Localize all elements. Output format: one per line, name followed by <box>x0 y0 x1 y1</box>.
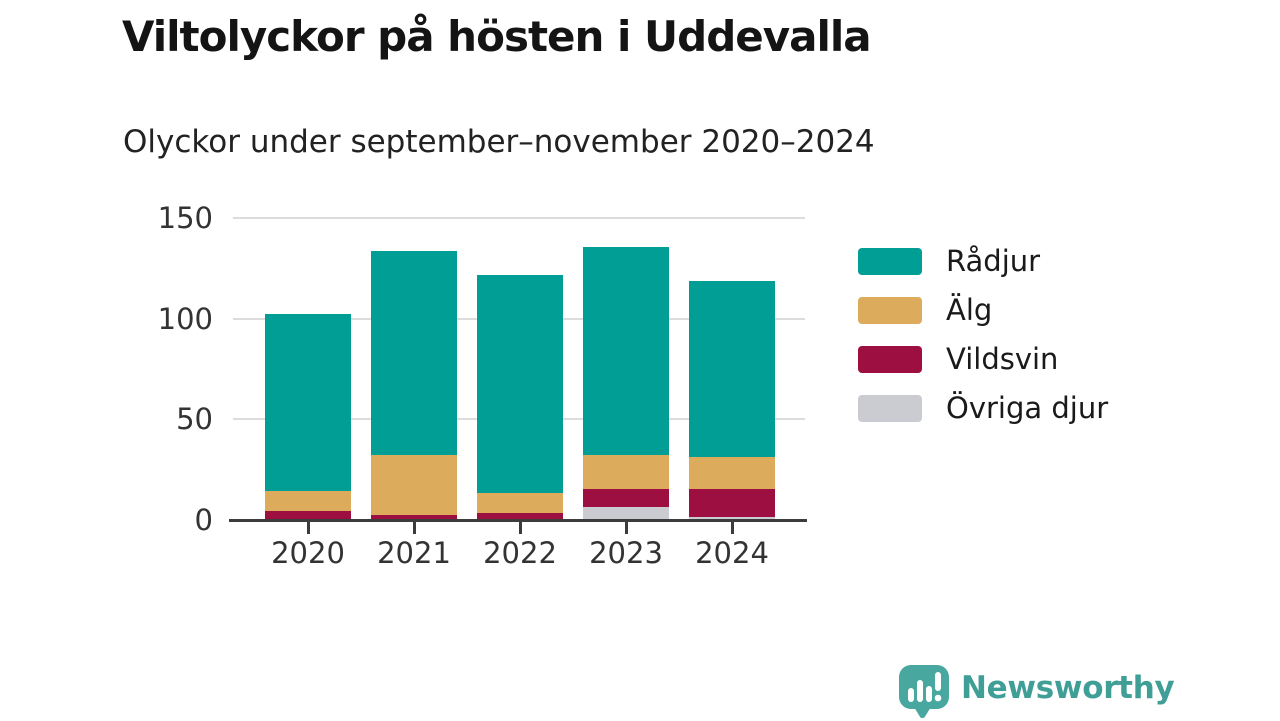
bar-segment-2020-Vildsvin <box>265 510 351 519</box>
bar-segment-2023-Övriga djur <box>583 506 669 519</box>
y-tick-label: 0 <box>194 503 213 537</box>
bar-segment-2024-Älg <box>689 456 775 489</box>
bar-segment-2024-Rådjur <box>689 281 775 457</box>
chart-subtitle: Olyckor under september–november 2020–20… <box>123 124 875 160</box>
page-title: Viltolyckor på hösten i Uddevalla <box>122 12 872 61</box>
x-axis-tick <box>624 522 628 534</box>
x-tick-label: 2020 <box>271 536 345 570</box>
x-axis-tick <box>306 522 310 534</box>
bar-segment-2020-Älg <box>265 490 351 511</box>
bar-segment-2023-Älg <box>583 454 669 489</box>
x-tick-label: 2022 <box>483 536 557 570</box>
bar-segment-2024-Vildsvin <box>689 488 775 517</box>
brand-footer: Newsworthy <box>897 663 1175 721</box>
legend-item-Rådjur: Rådjur <box>858 244 1108 278</box>
legend-label: Älg <box>946 293 993 327</box>
legend-swatch <box>858 247 922 275</box>
legend-swatch <box>858 394 922 422</box>
x-tick-label: 2023 <box>589 536 663 570</box>
bar-segment-2021-Vildsvin <box>371 514 457 519</box>
bar-segment-2023-Vildsvin <box>583 488 669 507</box>
chart-plot-area <box>233 217 805 519</box>
bar-segment-2021-Rådjur <box>371 251 457 455</box>
bar-segment-2020-Rådjur <box>265 313 351 491</box>
y-tick-label: 100 <box>157 301 213 336</box>
x-axis-tick <box>518 522 522 534</box>
bar-segment-2024-Övriga djur <box>689 516 775 519</box>
brand-wordmark: Newsworthy <box>961 670 1175 706</box>
bar-segment-2022-Älg <box>477 492 563 513</box>
x-tick-label: 2021 <box>377 536 451 570</box>
legend-label: Övriga djur <box>946 391 1109 425</box>
legend-item-Övriga djur: Övriga djur <box>858 391 1108 425</box>
legend-item-Vildsvin: Vildsvin <box>858 342 1108 376</box>
chart-legend: Rådjur Älg Vildsvin Övriga djur <box>858 244 1108 425</box>
x-axis-tick <box>730 522 734 534</box>
legend-label: Rådjur <box>946 244 1041 278</box>
gridline-y-150 <box>233 217 805 219</box>
y-tick-label: 150 <box>157 201 213 235</box>
x-tick-label: 2024 <box>695 536 769 570</box>
x-axis-tick <box>412 522 416 534</box>
newsworthy-speech-bubble-chart-icon <box>899 665 949 719</box>
legend-item-Älg: Älg <box>858 293 1108 327</box>
bar-segment-2022-Rådjur <box>477 275 563 493</box>
bar-segment-2023-Rådjur <box>583 247 669 455</box>
bar-segment-2021-Älg <box>371 454 457 515</box>
legend-label: Vildsvin <box>946 342 1059 376</box>
y-tick-label: 50 <box>176 402 213 437</box>
legend-swatch <box>858 345 922 373</box>
bar-segment-2022-Vildsvin <box>477 512 563 519</box>
x-axis-line <box>229 519 807 522</box>
legend-swatch <box>858 296 922 324</box>
